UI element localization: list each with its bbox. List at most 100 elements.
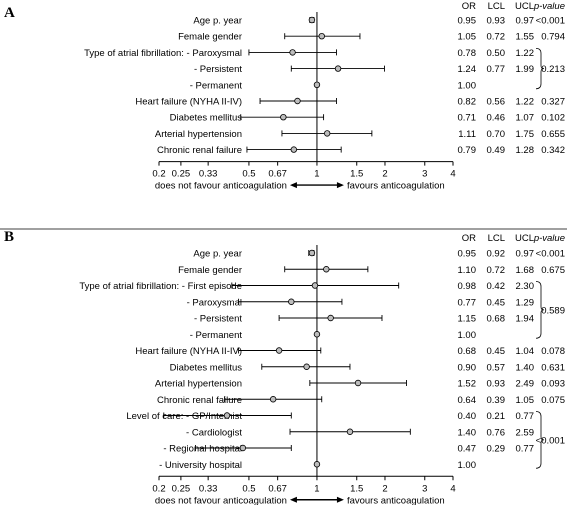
x-tick-label: 1 <box>314 483 319 494</box>
column-header: OR <box>462 1 476 12</box>
lcl-value: 0.21 <box>487 411 506 422</box>
lcl-value: 0.76 <box>487 427 506 438</box>
row-label: - Regional hospital <box>163 444 242 455</box>
p-value: 0.655 <box>541 129 565 140</box>
p-value: 0.327 <box>541 97 565 108</box>
arrowhead-right <box>336 496 344 503</box>
x-tick-label: 0.5 <box>242 483 255 494</box>
ucl-value: 1.94 <box>516 314 535 325</box>
row-label: - Persistent <box>194 314 242 325</box>
lcl-value: 0.77 <box>487 64 506 75</box>
point-estimate <box>346 428 354 435</box>
x-caption-left: does not favour anticoagulation <box>155 495 287 505</box>
ucl-value: 1.05 <box>516 395 535 406</box>
arrowhead-right <box>336 182 344 189</box>
x-tick-label: 2 <box>382 169 387 180</box>
or-value: 0.95 <box>458 249 477 260</box>
x-tick-label: 4 <box>450 169 455 180</box>
or-value: 0.64 <box>458 395 477 406</box>
row-label: Diabetes mellitus <box>170 362 243 373</box>
or-value: 1.15 <box>458 314 477 325</box>
point-estimate <box>318 33 325 40</box>
x-tick-label: 0.2 <box>152 169 165 180</box>
or-value: 0.78 <box>458 48 477 59</box>
group-p-value: <0.001 <box>536 435 565 446</box>
row-label: Heart failure (NYHA II-IV) <box>135 97 242 108</box>
row-label: - University hospital <box>159 460 242 471</box>
lcl-value: 0.45 <box>487 297 506 308</box>
point-estimate <box>327 314 334 322</box>
x-tick-label: 0.67 <box>268 169 287 180</box>
row-label: Female gender <box>178 32 242 43</box>
group-p-value: 0.213 <box>541 64 565 75</box>
x-tick-label: 0.5 <box>242 169 255 180</box>
column-header: p-value <box>533 1 565 12</box>
row-label: Age p. year <box>193 249 242 260</box>
ucl-value: 2.59 <box>516 427 535 438</box>
x-tick-label: 1 <box>314 169 319 180</box>
or-value: 0.82 <box>458 97 477 108</box>
or-value: 1.05 <box>458 32 477 43</box>
p-value: 0.093 <box>541 379 565 390</box>
ucl-value: 0.77 <box>516 444 535 455</box>
row-label: - Paroxysmal <box>187 297 242 308</box>
point-estimate <box>308 16 316 24</box>
p-value: 0.675 <box>541 265 565 276</box>
arrowhead-left <box>289 496 297 503</box>
group-brace <box>535 411 545 469</box>
point-estimate <box>311 282 319 289</box>
point-estimate <box>289 49 296 56</box>
x-tick-label: 3 <box>422 169 427 180</box>
row-label: - Cardiologist <box>186 427 242 438</box>
lcl-value: 0.72 <box>487 32 506 43</box>
x-tick-label: 1.5 <box>350 483 363 494</box>
point-estimate <box>294 97 301 105</box>
x-tick-label: 2 <box>382 483 387 494</box>
lcl-value: 0.56 <box>487 97 506 108</box>
x-tick-label: 1.5 <box>350 169 363 180</box>
forest-panel-a: A OR LCL UCL p-value Age p. year 0.95 0.93 0.97 <… <box>4 1 565 192</box>
or-value: 0.90 <box>458 362 477 373</box>
column-header: LCL <box>488 1 505 12</box>
point-estimate <box>239 444 247 452</box>
ucl-value: 1.22 <box>516 48 535 59</box>
x-tick-label: 4 <box>450 483 455 494</box>
row-label: - Permanent <box>190 80 243 91</box>
row-label: Chronic renal failure <box>157 145 242 156</box>
or-value: 1.11 <box>458 129 476 140</box>
x-caption-right: favours anticoagulation <box>347 495 445 505</box>
row-label: Level of care: - GP/Internist <box>126 411 242 422</box>
x-tick-label: 0.2 <box>152 483 165 494</box>
point-estimate <box>313 461 321 468</box>
lcl-value: 0.29 <box>487 444 506 455</box>
row-label: Arterial hypertension <box>155 129 242 140</box>
or-value: 0.79 <box>458 145 477 156</box>
ucl-value: 1.07 <box>516 113 535 124</box>
lcl-value: 0.49 <box>487 145 506 156</box>
ucl-value: 1.55 <box>516 32 535 43</box>
x-caption-right: favours anticoagulation <box>347 181 445 192</box>
column-header: UCL <box>515 1 534 12</box>
ucl-value: 1.04 <box>516 346 535 357</box>
point-estimate <box>269 396 277 403</box>
p-value: 0.078 <box>541 346 565 357</box>
lcl-value: 0.93 <box>487 379 506 390</box>
column-header: LCL <box>488 233 505 244</box>
lcl-value: 0.46 <box>487 113 506 124</box>
row-label: Age p. year <box>193 16 242 27</box>
point-estimate <box>323 130 331 137</box>
lcl-value: 0.70 <box>487 129 506 140</box>
row-label: Arterial hypertension <box>155 379 242 390</box>
lcl-value: 0.50 <box>487 48 506 59</box>
point-estimate <box>275 347 283 354</box>
point-estimate <box>313 81 321 88</box>
ucl-value: 1.22 <box>516 97 535 108</box>
lcl-value: 0.57 <box>487 362 506 373</box>
point-estimate <box>334 65 342 72</box>
panel-label: B <box>4 229 14 245</box>
lcl-value: 0.39 <box>487 395 506 406</box>
row-label: Chronic renal failure <box>157 395 242 406</box>
or-value: 1.24 <box>458 64 477 75</box>
ucl-value: 2.30 <box>516 281 535 292</box>
